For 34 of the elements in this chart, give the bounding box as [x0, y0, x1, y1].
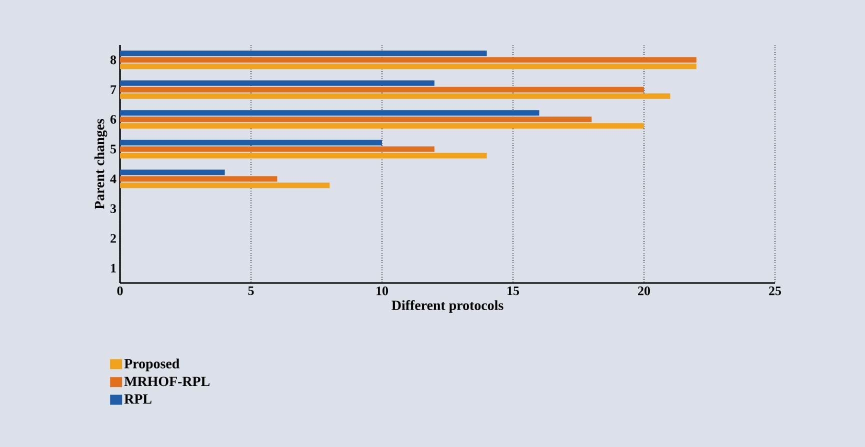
x-axis-title: Different protocols [392, 300, 504, 313]
bar [120, 123, 644, 129]
x-tick-label: 25 [769, 286, 782, 296]
bar [120, 140, 382, 146]
bar [120, 170, 225, 176]
bar [120, 182, 330, 188]
y-axis-title: Parent changes [94, 118, 108, 210]
bar [120, 176, 278, 182]
x-tick-label: 10 [376, 286, 388, 296]
legend-label: RPL [124, 394, 152, 404]
bar [120, 64, 696, 70]
bar [120, 80, 434, 86]
x-tick-label: 15 [508, 286, 520, 296]
bar [120, 50, 487, 56]
y-tick-label: 3 [110, 204, 116, 213]
bar [120, 93, 670, 99]
y-tick-label: 4 [110, 174, 116, 184]
y-tick-label: 7 [110, 85, 116, 94]
bar [120, 86, 644, 92]
y-tick-label: 8 [110, 56, 116, 64]
x-tick-label: 5 [248, 286, 254, 296]
y-tick-label: 2 [110, 234, 116, 243]
bar [120, 110, 540, 116]
bar [120, 152, 487, 158]
x-tick-label: 20 [638, 286, 650, 296]
x-tick-label: 0 [117, 286, 123, 296]
bar [120, 146, 434, 152]
bar [120, 57, 696, 63]
bar [120, 116, 592, 122]
y-tick-label: 5 [110, 144, 116, 154]
legend-label: MRHOF-RPL [124, 376, 210, 386]
y-tick-label: 6 [110, 115, 116, 124]
y-tick-label: 1 [111, 264, 116, 272]
legend-label: Proposed [124, 358, 180, 372]
